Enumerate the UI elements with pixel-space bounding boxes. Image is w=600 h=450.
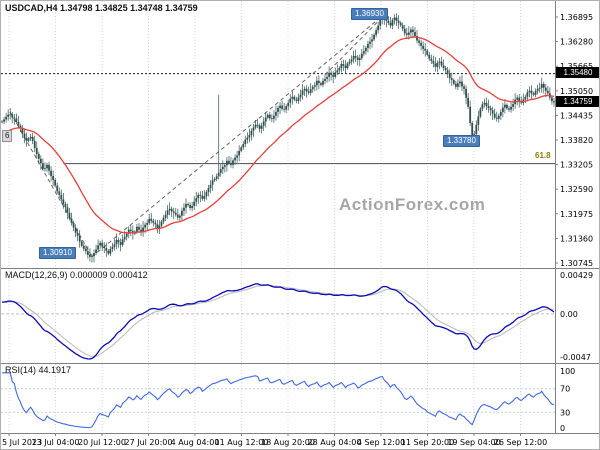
svg-text:19 Sep 04:00: 19 Sep 04:00 [447, 438, 500, 447]
svg-text:1.30745: 1.30745 [560, 259, 593, 268]
annotation-sep-low-price: 1.33780 [443, 135, 480, 147]
annotation-jul-low-price: 1.30910 [39, 247, 76, 259]
panel-separators [1, 1, 599, 434]
grid-vertical [8, 1, 521, 433]
svg-text:26 Sep 12:00: 26 Sep 12:00 [494, 438, 547, 447]
svg-text:27 Jul 20:00: 27 Jul 20:00 [125, 438, 173, 447]
rsi-indicator-label: RSI(14) 44.1917 [5, 365, 72, 375]
svg-text:28 Aug 04:00: 28 Aug 04:00 [308, 438, 362, 447]
macd-signal-line [1, 284, 555, 358]
svg-text:-0.0047: -0.0047 [560, 353, 591, 362]
candlestick-series [1, 9, 555, 263]
svg-text:1.31975: 1.31975 [560, 210, 593, 219]
macd-axis-labels: 0.00429 0.00 -0.0047 [560, 271, 593, 362]
svg-text:1.35050: 1.35050 [560, 87, 593, 96]
svg-text:30: 30 [560, 408, 570, 417]
svg-text:1.36280: 1.36280 [560, 38, 593, 47]
watermark: ActionForex.com [339, 195, 486, 214]
macd-line [1, 283, 555, 360]
svg-text:4 Aug 04:00: 4 Aug 04:00 [171, 438, 220, 447]
svg-text:1.36895: 1.36895 [560, 13, 593, 22]
svg-text:0.00429: 0.00429 [560, 271, 593, 280]
fib-618-label: 61.8 [535, 151, 551, 160]
resistance-price-tag: 1.35480 [556, 67, 599, 78]
svg-text:11 Aug 12:00: 11 Aug 12:00 [215, 438, 269, 447]
svg-text:11 Sep 20:00: 11 Sep 20:00 [401, 438, 454, 447]
ma-line [1, 36, 555, 234]
svg-text:5 Jul 2023: 5 Jul 2023 [2, 438, 42, 447]
horizontal-lines [1, 73, 555, 165]
symbol-title: USDCAD,H4 1.34798 1.34825 1.34748 1.3475… [5, 3, 198, 13]
price-axis-labels: 1.36895 1.36280 1.35665 1.35050 1.34435 1.338… [555, 13, 593, 268]
svg-text:70: 70 [560, 385, 570, 394]
svg-text:0.00: 0.00 [560, 310, 578, 319]
trendlines [9, 15, 383, 258]
rsi-level-lines [1, 388, 555, 413]
svg-text:13 Jul 04:00: 13 Jul 04:00 [32, 438, 80, 447]
svg-text:1.31360: 1.31360 [560, 234, 593, 243]
svg-text:1.34435: 1.34435 [560, 111, 593, 120]
rsi-axis-labels: 100 70 30 0 [560, 367, 575, 433]
svg-text:1.33820: 1.33820 [560, 136, 593, 145]
svg-text:0: 0 [560, 424, 565, 433]
svg-text:1.32590: 1.32590 [560, 185, 593, 194]
annotation-high-price: 1.36930 [351, 8, 388, 20]
object-marker: 6 [2, 130, 13, 142]
macd-indicator-label: MACD(12,26,9) 0.000009 0.000412 [5, 270, 148, 280]
svg-text:18 Aug 20:00: 18 Aug 20:00 [261, 438, 315, 447]
rsi-line [2, 372, 555, 429]
svg-text:1.33205: 1.33205 [560, 161, 593, 170]
svg-text:4 Sep 12:00: 4 Sep 12:00 [357, 438, 405, 447]
svg-text:1.35665: 1.35665 [560, 62, 593, 71]
svg-text:20 Jul 12:00: 20 Jul 12:00 [78, 438, 126, 447]
svg-text:100: 100 [560, 367, 575, 376]
current-price-tag: 1.34759 [556, 96, 599, 107]
